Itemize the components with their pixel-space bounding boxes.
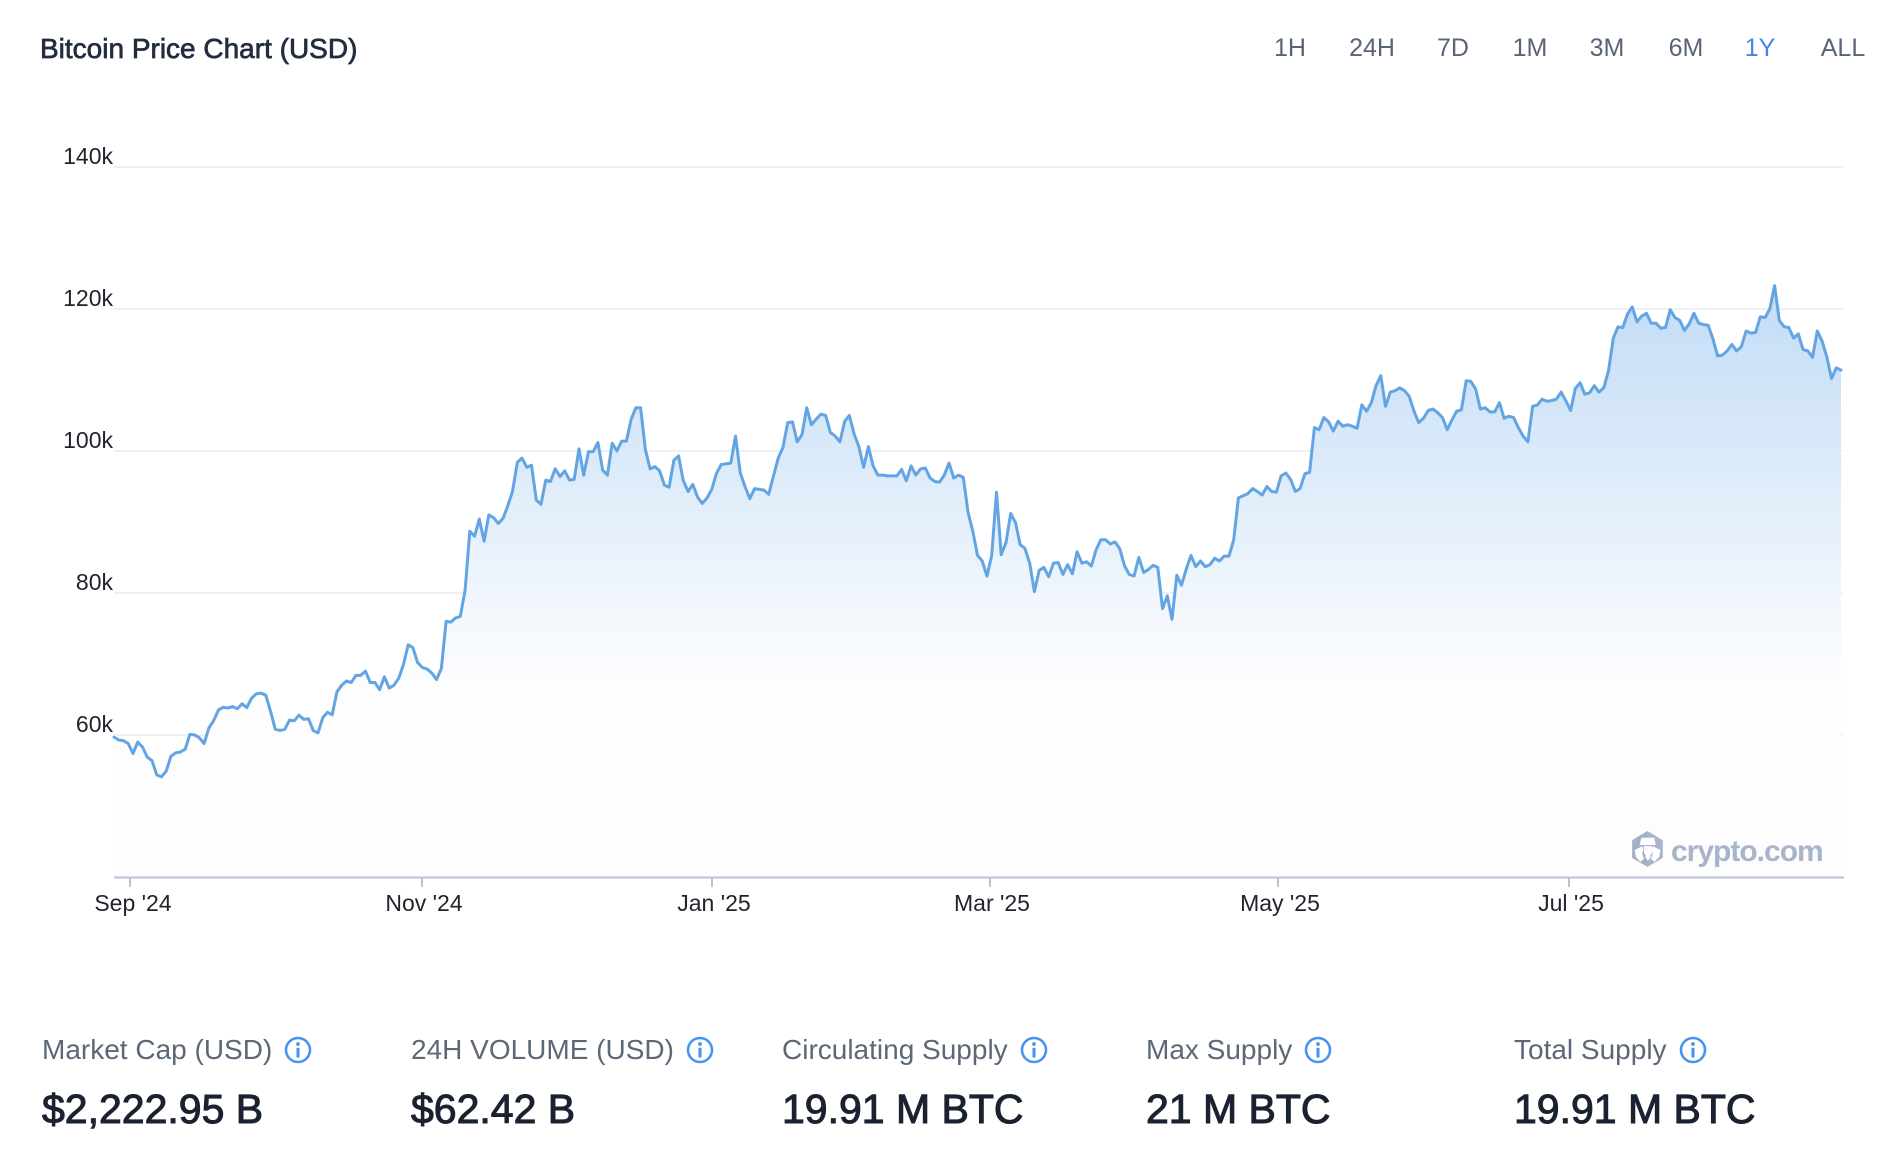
svg-text:May '25: May '25 — [1240, 890, 1320, 916]
svg-text:80k: 80k — [76, 569, 114, 595]
svg-text:60k: 60k — [76, 711, 114, 737]
svg-text:140k: 140k — [63, 143, 113, 169]
svg-text:120k: 120k — [63, 285, 113, 311]
svg-text:Jan '25: Jan '25 — [677, 890, 750, 916]
svg-text:Mar '25: Mar '25 — [954, 890, 1030, 916]
svg-text:100k: 100k — [63, 427, 113, 453]
svg-text:Jul '25: Jul '25 — [1538, 890, 1604, 916]
svg-text:crypto.com: crypto.com — [1671, 835, 1823, 868]
svg-text:Sep '24: Sep '24 — [94, 890, 171, 916]
svg-text:Nov '24: Nov '24 — [385, 890, 462, 916]
